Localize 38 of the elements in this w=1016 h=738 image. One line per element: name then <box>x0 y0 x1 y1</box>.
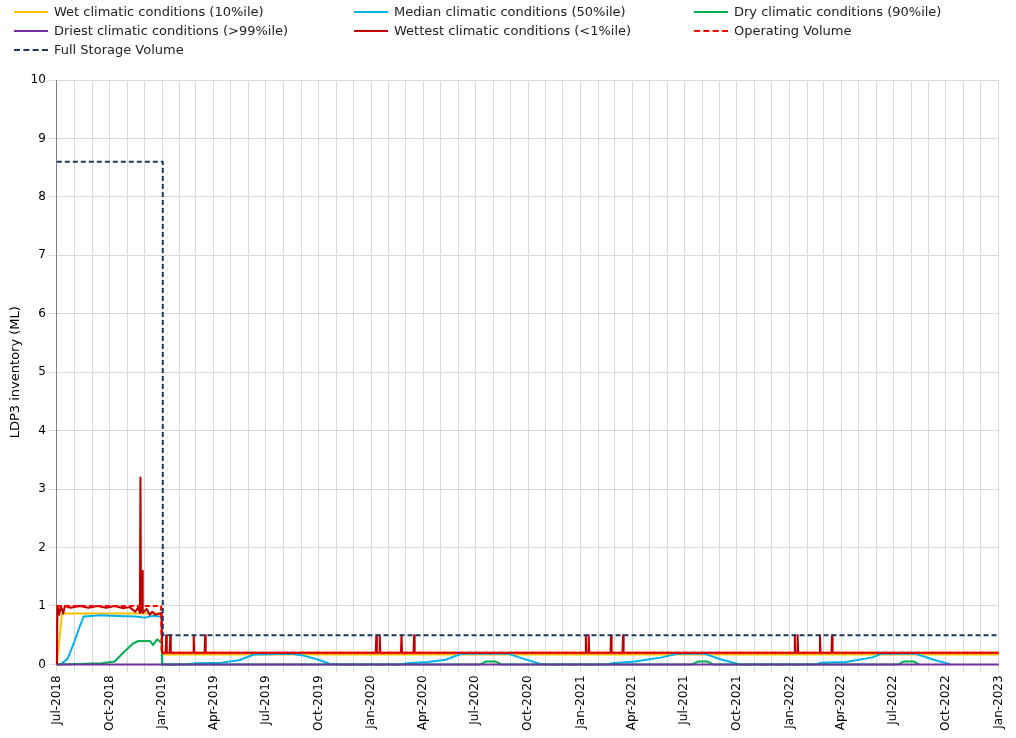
y-tick-label: 8 <box>38 189 46 203</box>
legend-label: Driest climatic conditions (>99%ile) <box>54 23 289 38</box>
x-tick-label: Jul-2020 <box>467 675 482 726</box>
x-tick-label: Jan-2020 <box>363 675 378 730</box>
x-tick-label: Jan-2022 <box>781 675 796 730</box>
x-tick-label: Apr-2019 <box>205 675 220 731</box>
y-tick-label: 6 <box>38 305 46 320</box>
x-tick-label: Oct-2018 <box>101 675 116 732</box>
legend-label: Wettest climatic conditions (<1%ile) <box>394 23 632 38</box>
x-tick-label: Jul-2022 <box>885 675 900 726</box>
y-tick-label: 3 <box>38 481 46 496</box>
x-tick-label: Jul-2021 <box>676 675 691 726</box>
y-axis-title: LDP3 inventory (ML) <box>7 306 23 439</box>
x-tick-label: Jul-2019 <box>257 675 272 726</box>
x-tick-label: Jan-2023 <box>990 675 1005 730</box>
legend-label: Full Storage Volume <box>54 42 184 57</box>
x-tick-label: Apr-2022 <box>833 675 848 731</box>
legend-label: Median climatic conditions (50%ile) <box>394 4 626 19</box>
y-tick-label: 4 <box>38 422 46 437</box>
legend-label: Dry climatic conditions (90%ile) <box>734 4 942 19</box>
y-tick-label: 10 <box>30 72 46 87</box>
y-tick-label: 9 <box>38 130 46 145</box>
x-tick-label: Jan-2019 <box>154 675 169 730</box>
x-tick-label: Apr-2021 <box>624 675 639 731</box>
x-tick-label: Oct-2022 <box>938 675 953 732</box>
x-tick-label: Oct-2021 <box>729 675 744 732</box>
y-tick-label: 2 <box>38 539 46 554</box>
legend-label: Operating Volume <box>734 23 852 38</box>
x-tick-label: Apr-2020 <box>415 675 430 731</box>
x-tick-label: Jul-2018 <box>48 675 63 726</box>
x-tick-label: Oct-2020 <box>520 675 535 732</box>
y-tick-label: 7 <box>38 247 46 262</box>
y-tick-label: 5 <box>38 364 46 379</box>
x-tick-label: Oct-2019 <box>310 675 325 732</box>
legend-label: Wet climatic conditions (10%ile) <box>54 4 264 19</box>
x-tick-label: Jan-2021 <box>572 675 587 730</box>
y-tick-label: 0 <box>38 656 46 671</box>
y-tick-label: 1 <box>38 598 46 613</box>
